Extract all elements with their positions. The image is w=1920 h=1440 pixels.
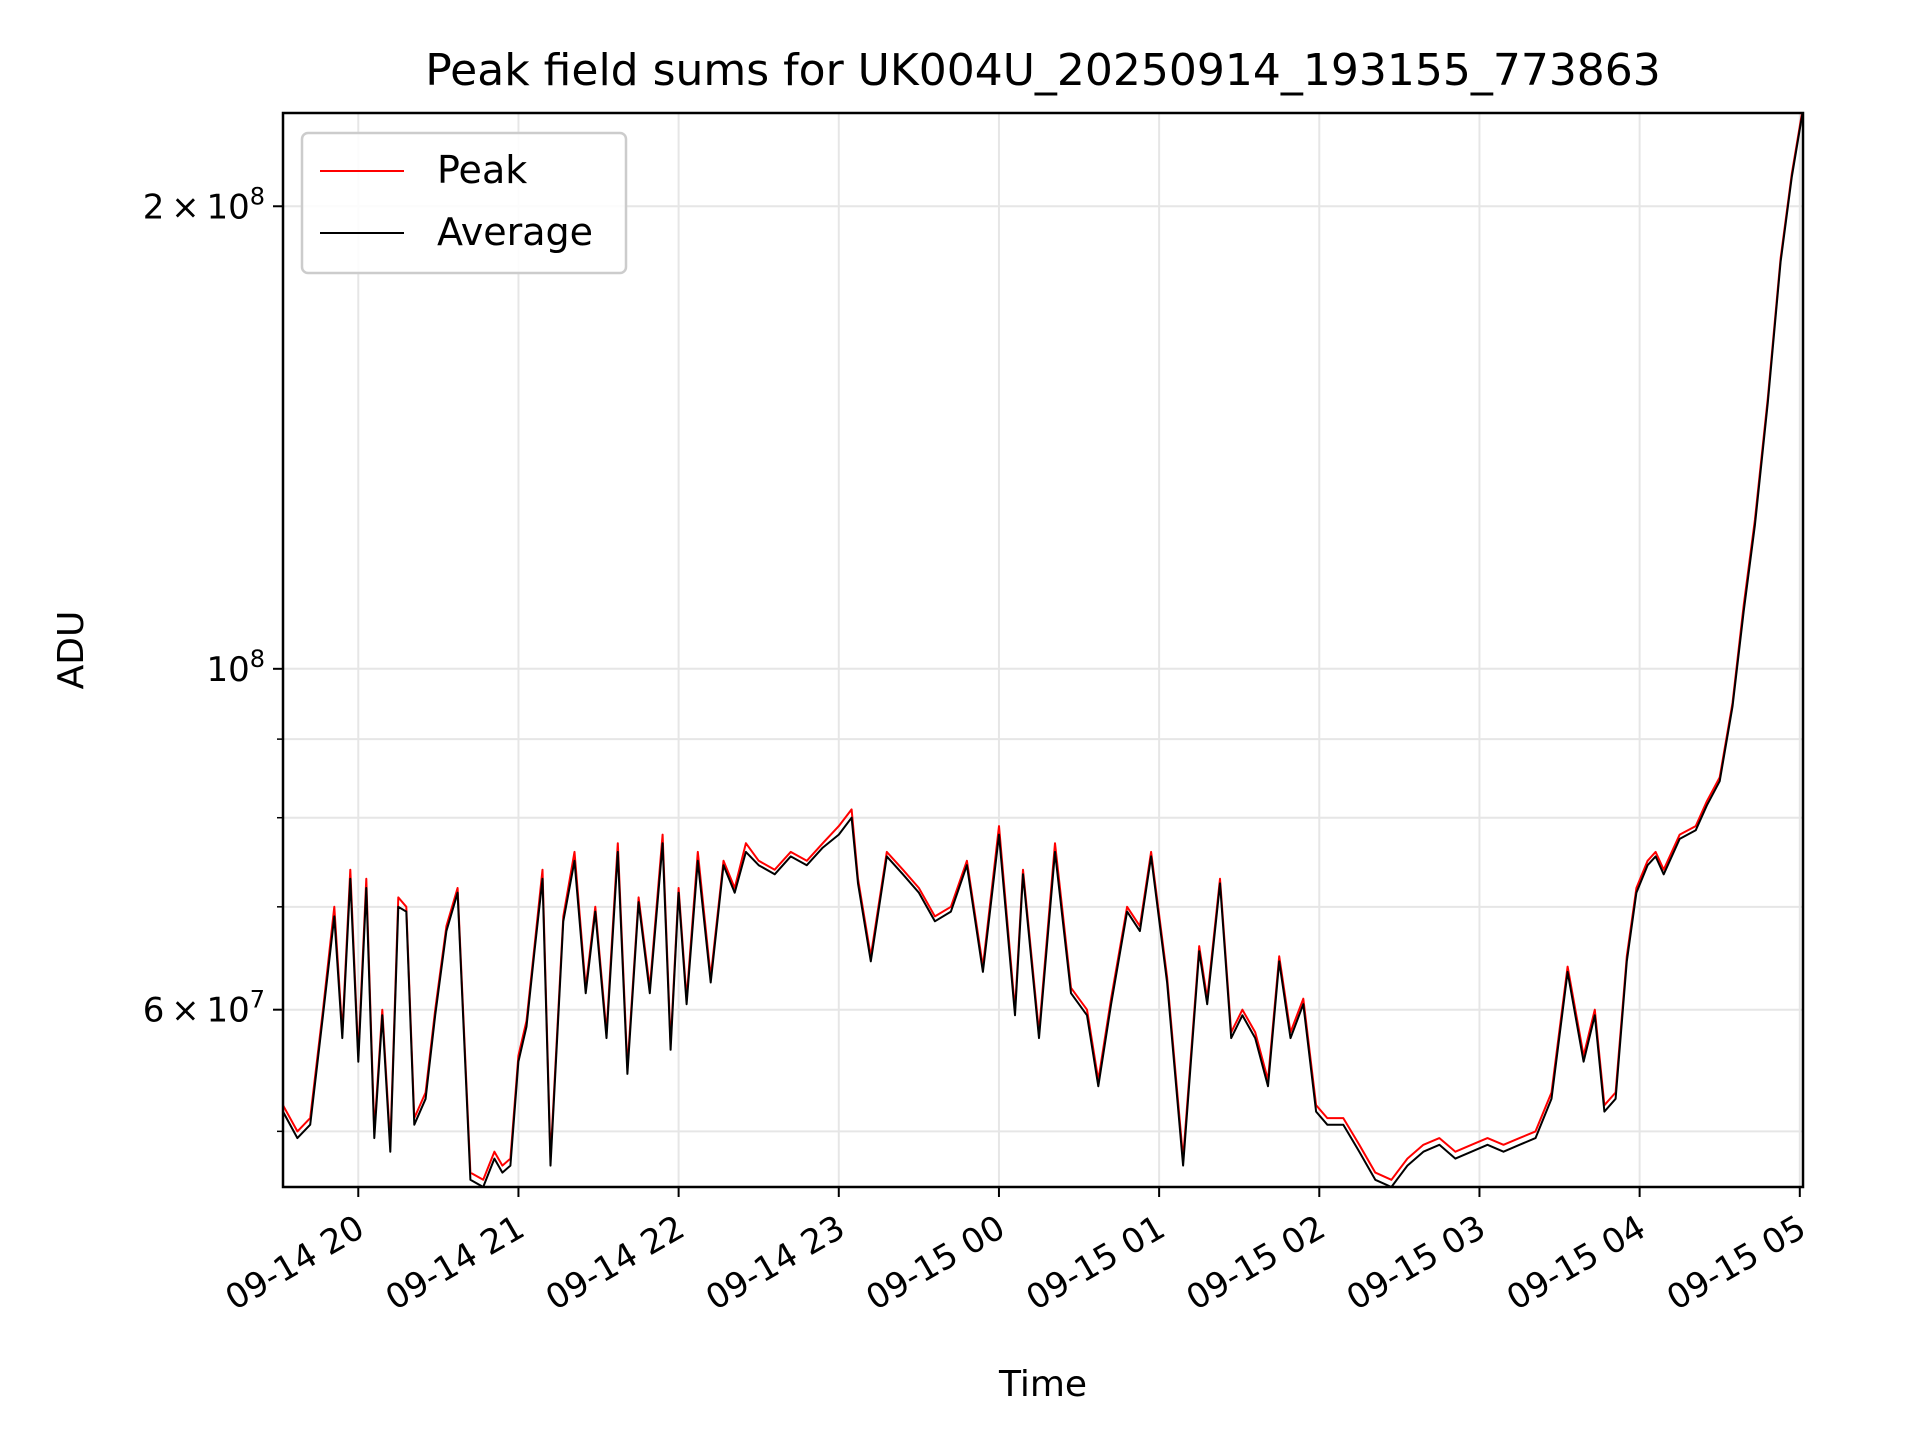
y-tick-label: 6 × 107 [143,986,265,1031]
chart-title: Peak field sums for UK004U_20250914_1931… [425,45,1661,96]
series-line-average [283,113,1803,1187]
y-tick-label: 108 [206,645,265,690]
gridlines [283,113,1803,1187]
legend-box [300,131,628,275]
plot-frame [281,111,1805,1189]
legend-label-peak: Peak [437,148,527,192]
y-tick-label: 2 × 108 [143,182,265,227]
legend: Peak Average [300,131,628,275]
x-axis-label: Time [998,1364,1087,1405]
y-axis-label: ADU [51,611,92,690]
legend-label-average: Average [437,210,593,254]
series-lines [283,113,1803,1187]
